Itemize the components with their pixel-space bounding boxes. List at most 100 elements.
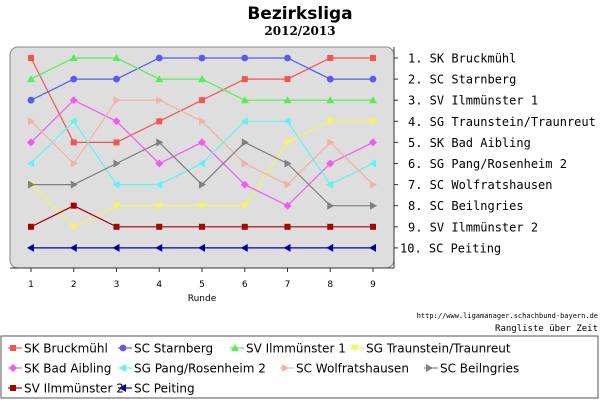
legend-item: SC Starnberg bbox=[118, 342, 213, 356]
data-point bbox=[369, 96, 377, 104]
x-tick-label: 9 bbox=[370, 280, 376, 290]
data-point bbox=[70, 139, 77, 146]
data-point bbox=[327, 201, 335, 210]
legend-label: SK Bad Aibling bbox=[24, 362, 111, 376]
data-point bbox=[69, 243, 77, 252]
data-point bbox=[370, 180, 377, 189]
y-tick-label: 4. SG Traunstein/Traunreut bbox=[408, 115, 596, 129]
chart-caption: Rangliste über Zeit bbox=[495, 324, 598, 334]
legend-label: SG Pang/Rosenheim 2 bbox=[134, 362, 266, 376]
data-point bbox=[284, 159, 292, 168]
legend-label: SV Ilmmünster 1 bbox=[246, 342, 346, 356]
x-tick-label: 4 bbox=[156, 280, 162, 290]
y-ticks: 1. SK Bruckmühl 2. SC Starnberg 3. SV Ilmm… bbox=[394, 52, 596, 255]
series-7 bbox=[28, 96, 377, 189]
data-point bbox=[199, 180, 206, 189]
series-8 bbox=[28, 138, 377, 210]
data-point bbox=[283, 201, 292, 210]
legend: SK Bruckmühl SC Starnberg SV Ilmmünster 1 S… bbox=[8, 342, 519, 396]
data-point bbox=[241, 76, 248, 83]
data-point bbox=[112, 202, 121, 210]
legend-label: SG Traunstein/Traunreut bbox=[366, 342, 511, 356]
data-point bbox=[198, 159, 205, 168]
x-tick-label: 6 bbox=[242, 280, 248, 290]
data-point bbox=[370, 55, 376, 61]
data-point bbox=[240, 243, 248, 252]
series-5 bbox=[27, 96, 377, 210]
y-tick-label: 2. SC Starnberg bbox=[408, 73, 516, 87]
x-tick-label: 8 bbox=[327, 280, 333, 290]
y-tick-label: 8. SC Beilngries bbox=[408, 199, 524, 213]
data-point bbox=[70, 202, 77, 209]
x-tick-label: 7 bbox=[285, 280, 291, 290]
data-point bbox=[198, 75, 206, 83]
data-point bbox=[155, 54, 163, 62]
x-tick-label: 1 bbox=[28, 280, 34, 290]
data-point bbox=[198, 243, 205, 252]
data-point bbox=[369, 138, 377, 147]
data-point bbox=[326, 118, 335, 126]
data-point bbox=[199, 97, 205, 104]
legend-label: SC Wolfratshausen bbox=[296, 362, 409, 376]
data-point bbox=[284, 180, 292, 189]
data-point bbox=[369, 243, 376, 252]
legend-swatch-marker bbox=[10, 385, 16, 391]
legend-label: SC Peiting bbox=[134, 382, 195, 396]
data-point bbox=[326, 243, 334, 252]
data-point bbox=[241, 138, 249, 147]
data-point bbox=[199, 223, 205, 230]
legend-item: SK Bad Aibling bbox=[8, 362, 111, 376]
legend-swatch-marker bbox=[282, 364, 289, 372]
series-group bbox=[27, 54, 377, 252]
data-point bbox=[199, 117, 206, 126]
y-tick-label: 7. SC Wolfratshausen bbox=[408, 178, 553, 192]
legend-item: SV Ilmmünster 2 bbox=[8, 382, 124, 396]
series-3 bbox=[27, 54, 377, 104]
data-point bbox=[112, 180, 120, 189]
data-point bbox=[284, 54, 291, 62]
data-point bbox=[369, 159, 376, 168]
data-point bbox=[69, 54, 78, 61]
data-point bbox=[113, 139, 120, 146]
legend-item: SG Traunstein/Traunreut bbox=[350, 342, 511, 356]
data-point bbox=[156, 223, 163, 230]
legend-item: SK Bruckmühl bbox=[8, 342, 108, 356]
data-point bbox=[27, 159, 34, 168]
data-point bbox=[198, 54, 206, 62]
series-9 bbox=[28, 202, 376, 230]
data-point bbox=[113, 96, 121, 105]
data-point bbox=[27, 138, 35, 147]
data-point bbox=[156, 96, 164, 105]
data-point bbox=[241, 54, 249, 62]
legend-item: SV Ilmmünster 1 bbox=[230, 342, 346, 356]
data-point bbox=[240, 202, 249, 210]
data-point bbox=[198, 202, 206, 210]
legend-swatch-marker bbox=[231, 344, 239, 351]
data-point bbox=[27, 75, 35, 83]
data-point bbox=[283, 139, 292, 147]
data-point bbox=[70, 75, 78, 83]
series-10 bbox=[27, 243, 376, 252]
data-point bbox=[155, 75, 164, 83]
x-tick-label: 5 bbox=[199, 280, 205, 290]
y-tick-label: 1. SK Bruckmühl bbox=[408, 52, 516, 66]
data-point bbox=[241, 223, 248, 230]
legend-item: SG Pang/Rosenheim 2 bbox=[118, 362, 266, 376]
data-point bbox=[326, 180, 334, 189]
data-point bbox=[284, 223, 291, 230]
data-point bbox=[326, 159, 335, 168]
data-point bbox=[155, 202, 164, 210]
data-point bbox=[112, 243, 120, 252]
legend-swatch-marker bbox=[351, 345, 359, 352]
legend-swatch-marker bbox=[119, 344, 127, 352]
data-point bbox=[326, 96, 335, 104]
legend-label: SC Starnberg bbox=[134, 342, 213, 356]
legend-box bbox=[0, 335, 599, 399]
legend-swatch-marker bbox=[10, 345, 16, 351]
data-point bbox=[283, 96, 292, 104]
data-point bbox=[28, 55, 34, 61]
legend-item: SC Wolfratshausen bbox=[280, 362, 409, 376]
legend-item: SC Peiting bbox=[118, 382, 195, 396]
y-tick-label: 10. SC Peiting bbox=[400, 241, 501, 255]
